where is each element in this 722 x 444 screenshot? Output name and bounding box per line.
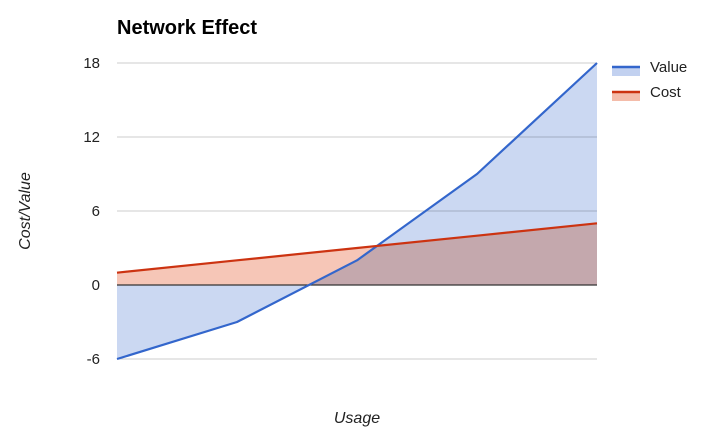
series-lines bbox=[116, 62, 598, 361]
y-tick-label: 6 bbox=[92, 203, 100, 220]
cost-area bbox=[117, 223, 597, 285]
legend-swatch-value bbox=[612, 67, 640, 76]
y-tick-label: 0 bbox=[92, 277, 100, 294]
y-tick-label: -6 bbox=[87, 351, 100, 368]
cost-line bbox=[116, 222, 598, 274]
y-axis-label: Cost/Value bbox=[17, 172, 34, 250]
legend-label-cost: Cost bbox=[650, 84, 682, 101]
y-tick-label: 18 bbox=[83, 55, 100, 72]
value-line bbox=[116, 62, 598, 361]
legend: Value Cost bbox=[612, 59, 687, 101]
y-tick-label: 12 bbox=[83, 129, 100, 146]
y-axis-ticks: 18 12 6 0 -6 bbox=[83, 55, 100, 368]
chart-title: Network Effect bbox=[117, 17, 257, 39]
legend-label-value: Value bbox=[650, 59, 687, 76]
x-axis-label: Usage bbox=[334, 410, 380, 427]
legend-swatch-cost bbox=[612, 92, 640, 101]
